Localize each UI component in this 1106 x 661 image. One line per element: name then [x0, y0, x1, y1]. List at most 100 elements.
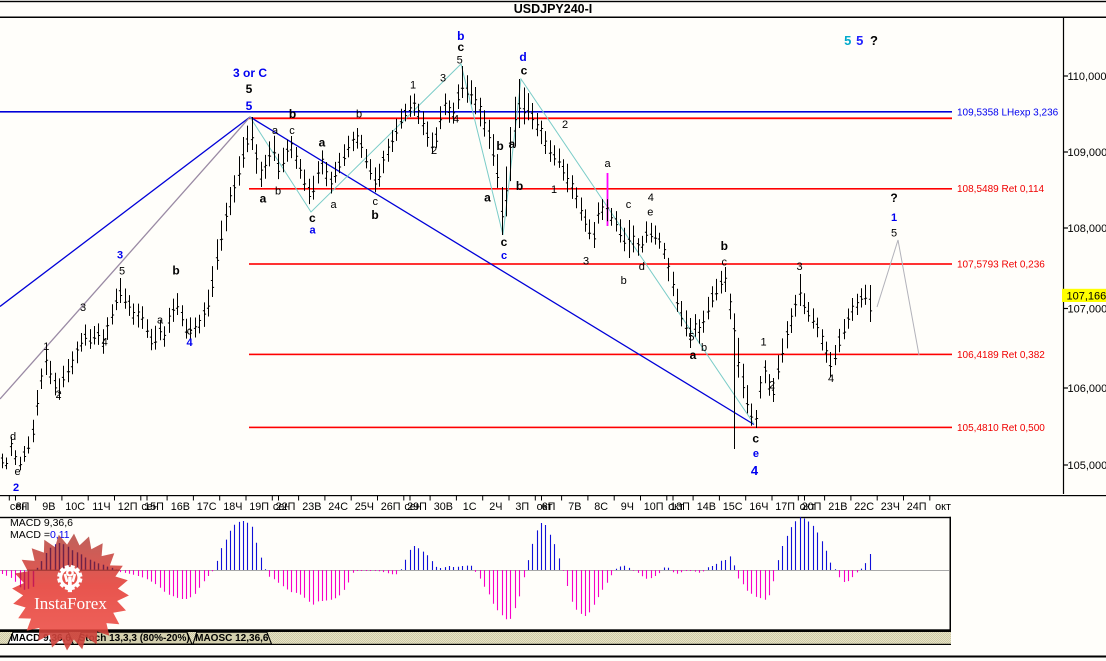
svg-text:5: 5 [119, 266, 125, 278]
svg-text:a: a [260, 192, 267, 206]
svg-text:сен: сен [273, 501, 290, 513]
svg-text:c: c [457, 40, 464, 54]
svg-text:Stoch 13,3,3 (80%-20%): Stoch 13,3,3 (80%-20%) [79, 633, 190, 644]
svg-text:30В: 30В [434, 501, 453, 513]
svg-text:окт: окт [668, 501, 684, 513]
svg-text:10П: 10П [644, 501, 664, 513]
svg-text:c: c [373, 196, 379, 208]
svg-text:сен: сен [10, 501, 27, 513]
svg-text:22С: 22С [854, 501, 874, 513]
svg-text:6П: 6П [542, 501, 556, 513]
svg-text:1С: 1С [463, 501, 477, 513]
svg-text:26П: 26П [381, 501, 401, 513]
svg-text:12П: 12П [118, 501, 138, 513]
svg-text:e: e [647, 207, 653, 219]
svg-text:9Ч: 9Ч [621, 501, 634, 513]
svg-text:5: 5 [688, 332, 694, 344]
svg-text:29П: 29П [407, 501, 427, 513]
svg-text:105,4810 Ret 0,500: 105,4810 Ret 0,500 [957, 423, 1045, 434]
svg-text:a: a [330, 199, 337, 211]
svg-text:16В: 16В [171, 501, 190, 513]
svg-text:2: 2 [431, 145, 437, 157]
svg-text:?: ? [870, 33, 878, 48]
svg-text:3П: 3П [515, 501, 529, 513]
svg-text:1: 1 [760, 337, 766, 349]
svg-text:?: ? [890, 191, 897, 205]
svg-text:InstaForex: InstaForex [34, 594, 107, 613]
svg-text:a: a [272, 125, 279, 137]
svg-text:b: b [371, 208, 378, 222]
svg-text:24С: 24С [328, 501, 348, 513]
svg-text:4: 4 [453, 114, 459, 126]
svg-text:109,000: 109,000 [1068, 147, 1106, 159]
svg-text:5: 5 [891, 228, 897, 240]
svg-text:20П: 20П [802, 501, 822, 513]
svg-text:23В: 23В [302, 501, 321, 513]
svg-text:окт: окт [800, 501, 816, 513]
svg-text:24П: 24П [907, 501, 927, 513]
svg-text:15П: 15П [144, 501, 164, 513]
svg-text:3: 3 [117, 250, 123, 262]
svg-text:MAOSC 12,36,6: MAOSC 12,36,6 [195, 633, 269, 644]
svg-text:c: c [521, 64, 528, 78]
svg-text:4: 4 [751, 463, 759, 478]
svg-text:b: b [516, 179, 523, 193]
svg-text:5: 5 [246, 99, 253, 113]
svg-text:1: 1 [43, 341, 49, 353]
svg-text:a: a [690, 348, 697, 362]
svg-text:c: c [309, 211, 316, 225]
svg-text:сен: сен [404, 501, 421, 513]
svg-text:a: a [319, 136, 326, 150]
svg-text:e: e [14, 466, 20, 478]
svg-text:9В: 9В [42, 501, 55, 513]
svg-text:b: b [457, 29, 464, 43]
svg-text:4: 4 [648, 192, 654, 204]
svg-text:108,000: 108,000 [1068, 223, 1106, 235]
svg-text:14В: 14В [697, 501, 716, 513]
svg-text:3: 3 [440, 73, 446, 85]
svg-text:b: b [701, 342, 707, 354]
svg-text:11Ч: 11Ч [92, 501, 110, 513]
svg-text:d: d [10, 431, 16, 443]
svg-text:4: 4 [102, 337, 108, 349]
svg-text:110,000: 110,000 [1068, 71, 1106, 83]
svg-text:2: 2 [55, 389, 61, 401]
svg-text:19П: 19П [249, 501, 269, 513]
svg-text:c: c [501, 250, 507, 262]
svg-text:окт: окт [935, 501, 951, 513]
svg-text:c: c [501, 235, 508, 249]
svg-text:15С: 15С [723, 501, 743, 513]
svg-text:a: a [509, 137, 516, 151]
svg-text:4: 4 [186, 337, 193, 349]
svg-text:106,4189 Ret 0,382: 106,4189 Ret 0,382 [957, 350, 1045, 361]
svg-text:2: 2 [562, 119, 568, 131]
svg-text:a: a [484, 191, 491, 205]
svg-text:5: 5 [457, 55, 463, 67]
svg-text:b: b [621, 275, 627, 287]
svg-text:b: b [289, 107, 296, 121]
svg-text:2: 2 [769, 380, 775, 392]
svg-text:a: a [310, 225, 317, 237]
svg-text:3: 3 [80, 302, 86, 314]
svg-text:108,5489 Ret 0,114: 108,5489 Ret 0,114 [957, 184, 1045, 195]
svg-text:13П: 13П [670, 501, 690, 513]
svg-text:5: 5 [856, 33, 863, 48]
svg-text:17П: 17П [775, 501, 795, 513]
svg-text:8П: 8П [16, 501, 30, 513]
svg-text:16Ч: 16Ч [749, 501, 768, 513]
svg-text:c: c [722, 257, 728, 269]
svg-text:1: 1 [551, 184, 557, 196]
svg-text:b: b [172, 264, 179, 278]
svg-text:c: c [626, 199, 632, 211]
svg-text:5: 5 [844, 33, 851, 48]
svg-text:107,000: 107,000 [1068, 304, 1106, 316]
svg-text:18Ч: 18Ч [223, 501, 242, 513]
svg-text:22П: 22П [276, 501, 296, 513]
svg-text:107,166: 107,166 [1067, 291, 1106, 303]
svg-text:8С: 8С [594, 501, 608, 513]
svg-text:MACD 9,36,6: MACD 9,36,6 [10, 517, 73, 529]
svg-text:b: b [721, 239, 728, 253]
svg-text:окт: окт [537, 501, 553, 513]
svg-text:2: 2 [13, 482, 19, 494]
svg-text:1: 1 [410, 80, 416, 92]
